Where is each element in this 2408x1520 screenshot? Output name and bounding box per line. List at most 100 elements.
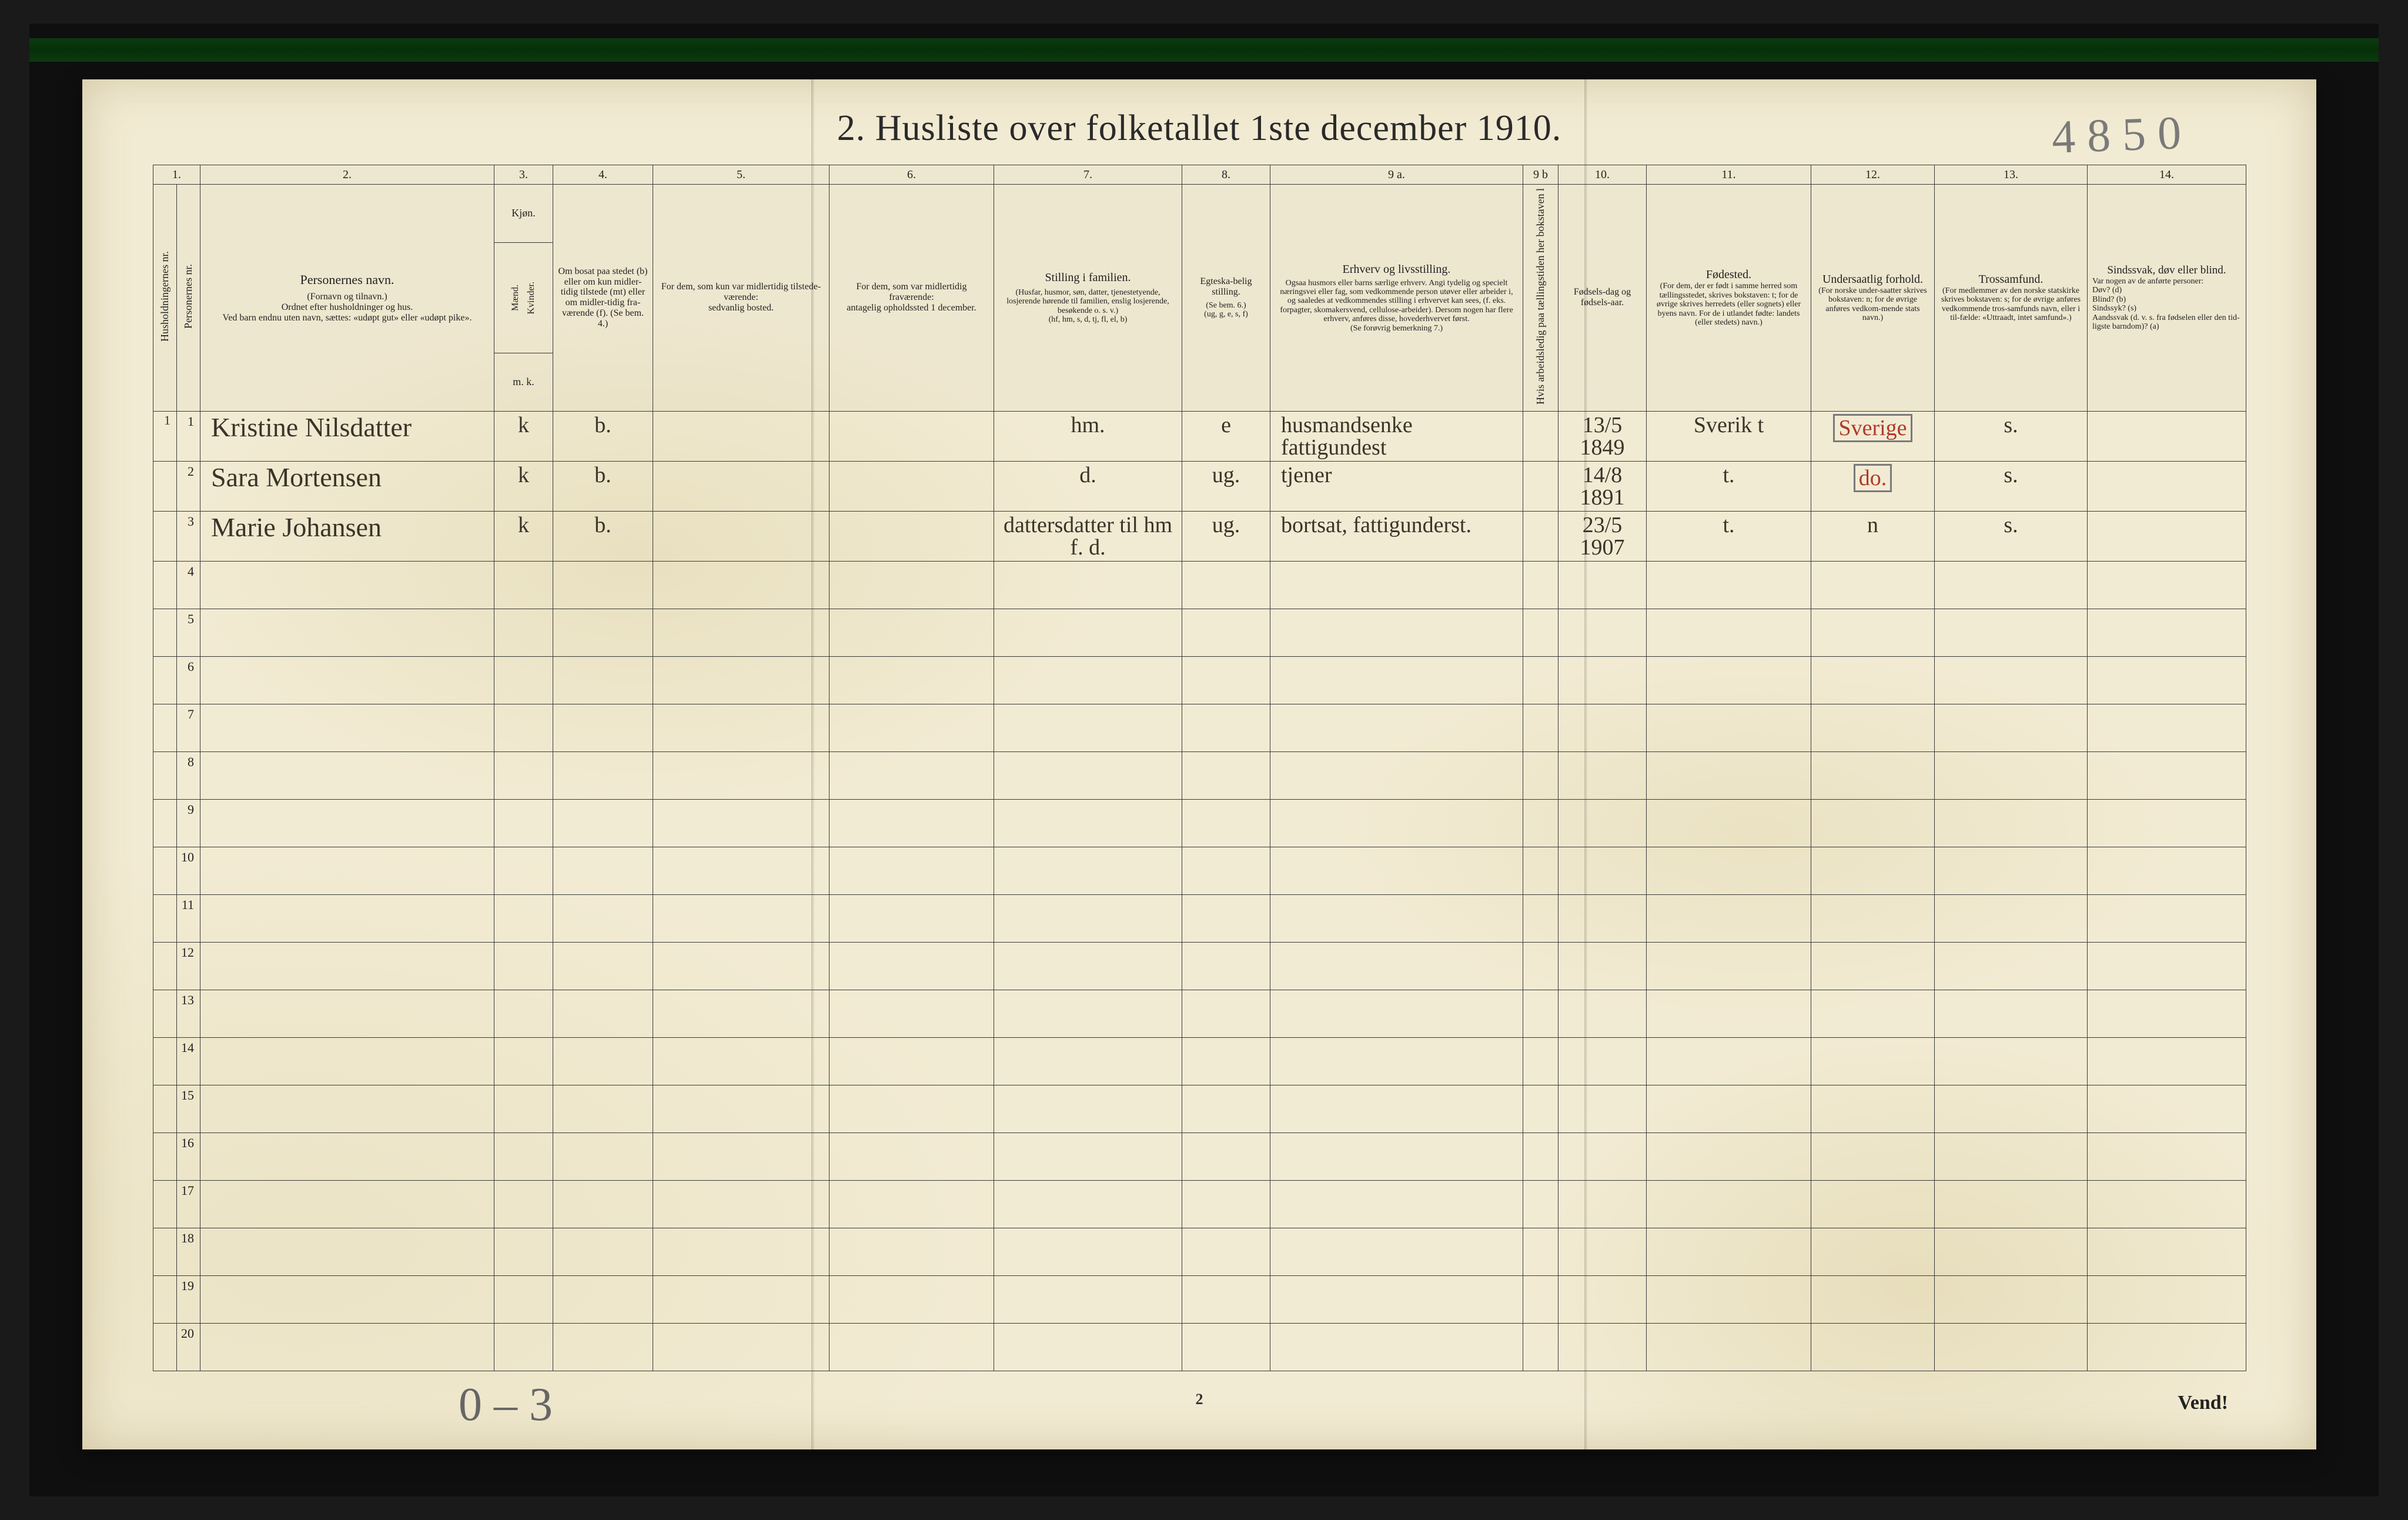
cell-blank bbox=[1523, 1323, 1558, 1371]
column-header-row: Husholdningernes nr. Personernes nr. Per… bbox=[153, 185, 2246, 412]
col-num: 9 b bbox=[1523, 165, 1558, 185]
cell-blank bbox=[830, 1323, 994, 1371]
cell-household-no bbox=[153, 1085, 177, 1133]
col-num: 10. bbox=[1558, 165, 1647, 185]
cell-blank bbox=[2088, 1228, 2246, 1275]
cell-blank bbox=[553, 894, 653, 942]
cell-blank bbox=[2088, 990, 2246, 1037]
col-hdr-religion: Trossamfund. (For medlemmer av den norsk… bbox=[1935, 185, 2088, 412]
cell-blank bbox=[1935, 894, 2088, 942]
cell-household-no bbox=[153, 799, 177, 847]
cell-blank bbox=[1935, 942, 2088, 990]
cell-blank bbox=[1558, 1323, 1647, 1371]
cell-blank bbox=[1647, 656, 1811, 704]
cell-blank bbox=[1811, 1085, 1935, 1133]
cell-blank bbox=[1811, 609, 1935, 656]
cell-household-no bbox=[153, 894, 177, 942]
cell-blank bbox=[1558, 799, 1647, 847]
col-hdr-disability: Sindssvak, døv eller blind. Var nogen av… bbox=[2088, 185, 2246, 412]
cell-religion: s. bbox=[1935, 511, 2088, 561]
cell-blank bbox=[1935, 1133, 2088, 1180]
cell-blank bbox=[653, 1228, 830, 1275]
cell-blank bbox=[553, 751, 653, 799]
cell-marital: ug. bbox=[1182, 461, 1270, 511]
cell-blank bbox=[553, 1085, 653, 1133]
cell-household-no bbox=[153, 847, 177, 894]
cell-blank bbox=[1647, 704, 1811, 751]
cell-blank bbox=[830, 799, 994, 847]
cell-blank bbox=[1558, 561, 1647, 609]
cell-blank bbox=[494, 609, 553, 656]
cell-nationality: n bbox=[1811, 511, 1935, 561]
col-num: 1. bbox=[153, 165, 200, 185]
cell-blank bbox=[1558, 704, 1647, 751]
cell-blank bbox=[553, 990, 653, 1037]
cell-blank bbox=[653, 1085, 830, 1133]
cell-blank bbox=[1811, 1323, 1935, 1371]
cell-blank bbox=[1558, 751, 1647, 799]
cell-blank bbox=[553, 847, 653, 894]
cell-blank bbox=[1647, 1323, 1811, 1371]
cell-blank bbox=[1523, 1133, 1558, 1180]
cell-blank bbox=[994, 1228, 1182, 1275]
cell-household-no bbox=[153, 1133, 177, 1180]
col-num: 5. bbox=[653, 165, 830, 185]
cell-blank bbox=[653, 799, 830, 847]
cell-person-no: 12 bbox=[177, 942, 200, 990]
cell-blank bbox=[553, 1180, 653, 1228]
cell-blank bbox=[1935, 656, 2088, 704]
col-hdr-residence: Om bosat paa stedet (b) eller om kun mid… bbox=[553, 185, 653, 412]
cell-blank bbox=[494, 1133, 553, 1180]
cell-blank bbox=[553, 704, 653, 751]
cell-blank bbox=[1935, 990, 2088, 1037]
column-number-row: 1. 2. 3. 4. 5. 6. 7. 8. 9 a. 9 b 10. 11.… bbox=[153, 165, 2246, 185]
cell-blank bbox=[1270, 609, 1523, 656]
col-num: 3. bbox=[494, 165, 553, 185]
cell-blank bbox=[1182, 799, 1270, 847]
cell-blank bbox=[1935, 704, 2088, 751]
table-row: 5 bbox=[153, 609, 2246, 656]
table-row: 20 bbox=[153, 1323, 2246, 1371]
col-num: 12. bbox=[1811, 165, 1935, 185]
cell-blank bbox=[1182, 1275, 1270, 1323]
cell-blank bbox=[1811, 1180, 1935, 1228]
cell-blank bbox=[1558, 1275, 1647, 1323]
cell-temp-present bbox=[653, 411, 830, 461]
cell-birthdate: 23/5 1907 bbox=[1558, 511, 1647, 561]
cell-blank bbox=[653, 609, 830, 656]
cell-person-no: 5 bbox=[177, 609, 200, 656]
cell-blank bbox=[1523, 704, 1558, 751]
col-hdr-temp-absent: For dem, som var midlertidig fraværende:… bbox=[830, 185, 994, 412]
cell-blank bbox=[1182, 847, 1270, 894]
table-row: 14 bbox=[153, 1037, 2246, 1085]
cell-unemployed bbox=[1523, 461, 1558, 511]
cell-blank bbox=[494, 656, 553, 704]
cell-blank bbox=[2088, 1275, 2246, 1323]
cell-blank bbox=[200, 1228, 494, 1275]
cell-blank bbox=[830, 561, 994, 609]
cell-occupation: bortsat, fattigunderst. bbox=[1270, 511, 1523, 561]
cell-blank bbox=[1647, 799, 1811, 847]
cell-blank bbox=[200, 1275, 494, 1323]
cell-sex: k bbox=[494, 461, 553, 511]
cell-household-no: 1 bbox=[153, 411, 177, 461]
cell-blank bbox=[200, 751, 494, 799]
film-edge-strip bbox=[29, 38, 2379, 62]
cell-household-no bbox=[153, 609, 177, 656]
cell-blank bbox=[830, 990, 994, 1037]
col-num: 4. bbox=[553, 165, 653, 185]
cell-blank bbox=[553, 609, 653, 656]
cell-blank bbox=[1182, 894, 1270, 942]
cell-household-no bbox=[153, 461, 177, 511]
table-row: 11 bbox=[153, 894, 2246, 942]
col-hdr-unemployed: Hvis arbeidsledig paa tællingstiden her … bbox=[1523, 185, 1558, 412]
pencil-annotation-bottom: 0 – 3 bbox=[459, 1378, 553, 1432]
cell-blank bbox=[553, 1275, 653, 1323]
cell-blank bbox=[653, 1037, 830, 1085]
cell-blank bbox=[2088, 1323, 2246, 1371]
cell-blank bbox=[2088, 656, 2246, 704]
cell-blank bbox=[494, 1275, 553, 1323]
cell-blank bbox=[1558, 990, 1647, 1037]
table-row: 4 bbox=[153, 561, 2246, 609]
cell-blank bbox=[553, 561, 653, 609]
